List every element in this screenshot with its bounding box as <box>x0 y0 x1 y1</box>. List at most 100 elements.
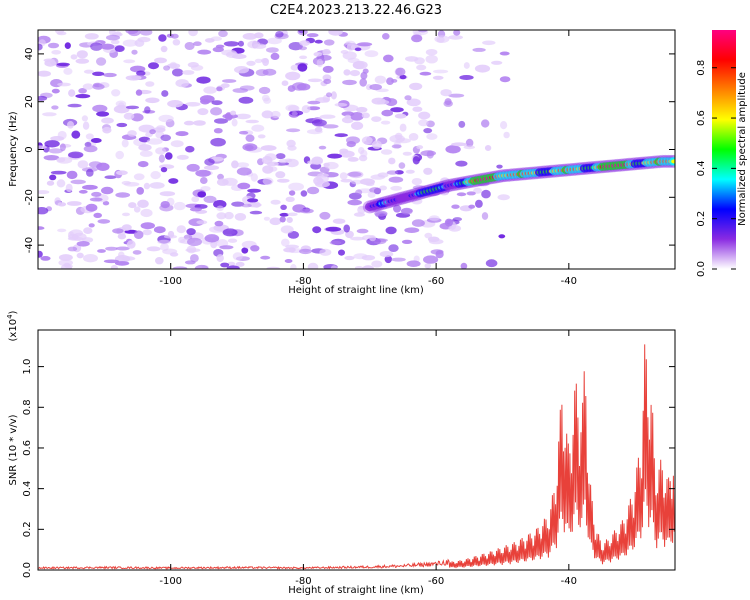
y-tick-label: 0.4 <box>22 481 33 497</box>
noise-blob <box>231 160 239 169</box>
noise-blob <box>332 218 346 224</box>
noise-blob <box>143 182 150 190</box>
noise-blob <box>424 232 433 239</box>
noise-blob <box>339 150 355 158</box>
noise-blob <box>423 255 439 264</box>
noise-blob <box>48 148 63 154</box>
colorbar-tick-label: 0.0 <box>696 261 707 277</box>
noise-blob <box>56 157 73 164</box>
noise-blob <box>340 50 349 54</box>
noise-blob <box>334 102 348 107</box>
noise-blob <box>38 95 48 101</box>
noise-blob <box>400 207 413 215</box>
noise-blob <box>78 189 88 194</box>
noise-blob <box>190 64 204 71</box>
noise-blob <box>140 208 153 218</box>
noise-blob <box>135 89 143 96</box>
noise-blob <box>226 265 240 269</box>
noise-blob <box>451 142 467 147</box>
noise-blob <box>90 42 103 51</box>
noise-blob <box>347 199 363 206</box>
noise-blob <box>184 42 195 50</box>
noise-blob <box>116 170 128 176</box>
noise-blob <box>388 157 396 165</box>
noise-blob <box>262 58 269 66</box>
noise-blob <box>204 234 220 243</box>
noise-blob <box>218 30 228 38</box>
noise-blob <box>167 63 181 69</box>
noise-blob <box>71 130 81 139</box>
noise-blob <box>68 89 76 97</box>
noise-blob <box>86 168 94 177</box>
noise-blob <box>145 81 155 87</box>
noise-blob <box>196 220 208 225</box>
noise-blob <box>126 240 136 249</box>
spectrogram-panel: -100 -80 -60 -40 -40 -20 0 20 40 Height of strai… <box>8 29 676 296</box>
noise-blob <box>399 123 407 132</box>
noise-blob <box>266 47 279 53</box>
noise-blob <box>238 40 244 47</box>
noise-blob <box>110 264 118 269</box>
noise-blob <box>481 119 490 128</box>
noise-blob <box>388 244 399 253</box>
noise-blob <box>193 41 202 46</box>
noise-blob <box>352 61 365 70</box>
noise-blob <box>339 172 348 180</box>
noise-blob <box>111 89 121 97</box>
noise-blob <box>112 228 124 234</box>
noise-blob <box>433 69 449 74</box>
noise-blob <box>270 52 280 61</box>
noise-blob <box>252 201 261 208</box>
noise-blob <box>121 139 129 148</box>
noise-blob <box>238 96 254 104</box>
noise-blob <box>77 160 89 169</box>
noise-blob <box>176 154 189 160</box>
noise-blob <box>51 88 60 94</box>
y-tick-label: 0.2 <box>22 521 33 537</box>
noise-blob <box>116 122 128 128</box>
noise-blob <box>418 119 429 127</box>
noise-blob <box>451 204 460 209</box>
noise-blob <box>78 88 87 94</box>
noise-blob <box>216 254 224 263</box>
noise-blob <box>221 49 237 56</box>
noise-blob <box>163 65 171 71</box>
noise-blob <box>380 120 391 125</box>
noise-blob <box>383 54 394 63</box>
noise-blob <box>405 169 415 174</box>
noise-blob <box>136 187 144 195</box>
noise-blob <box>448 35 463 40</box>
noise-blob <box>149 129 156 135</box>
noise-blob <box>169 252 179 257</box>
noise-blob <box>219 245 234 250</box>
noise-blob <box>326 92 332 98</box>
noise-blob <box>286 217 293 223</box>
noise-blob <box>391 257 406 262</box>
noise-blob <box>203 195 217 203</box>
noise-blob <box>114 261 130 266</box>
noise-blob <box>185 102 201 107</box>
noise-blob <box>266 37 282 45</box>
noise-blob <box>110 39 120 45</box>
noise-blob <box>139 30 153 36</box>
noise-blob <box>270 199 281 205</box>
noise-blob <box>384 255 392 264</box>
noise-blob <box>222 79 237 83</box>
y-tick-label: 40 <box>24 48 35 61</box>
noise-blob <box>280 204 287 210</box>
noise-blob <box>161 90 169 97</box>
noise-blob <box>435 250 444 259</box>
noise-blob <box>395 67 406 77</box>
noise-blob <box>158 114 174 123</box>
noise-blob <box>322 124 339 129</box>
noise-blob <box>145 97 160 104</box>
noise-blob <box>51 50 62 55</box>
noise-blob <box>279 212 289 217</box>
noise-blob <box>315 97 330 103</box>
noise-blob <box>406 260 421 268</box>
noise-blob <box>356 228 369 234</box>
noise-blob <box>298 46 307 51</box>
noise-blob <box>128 202 137 209</box>
noise-blob <box>344 255 355 261</box>
noise-blob <box>411 178 423 186</box>
